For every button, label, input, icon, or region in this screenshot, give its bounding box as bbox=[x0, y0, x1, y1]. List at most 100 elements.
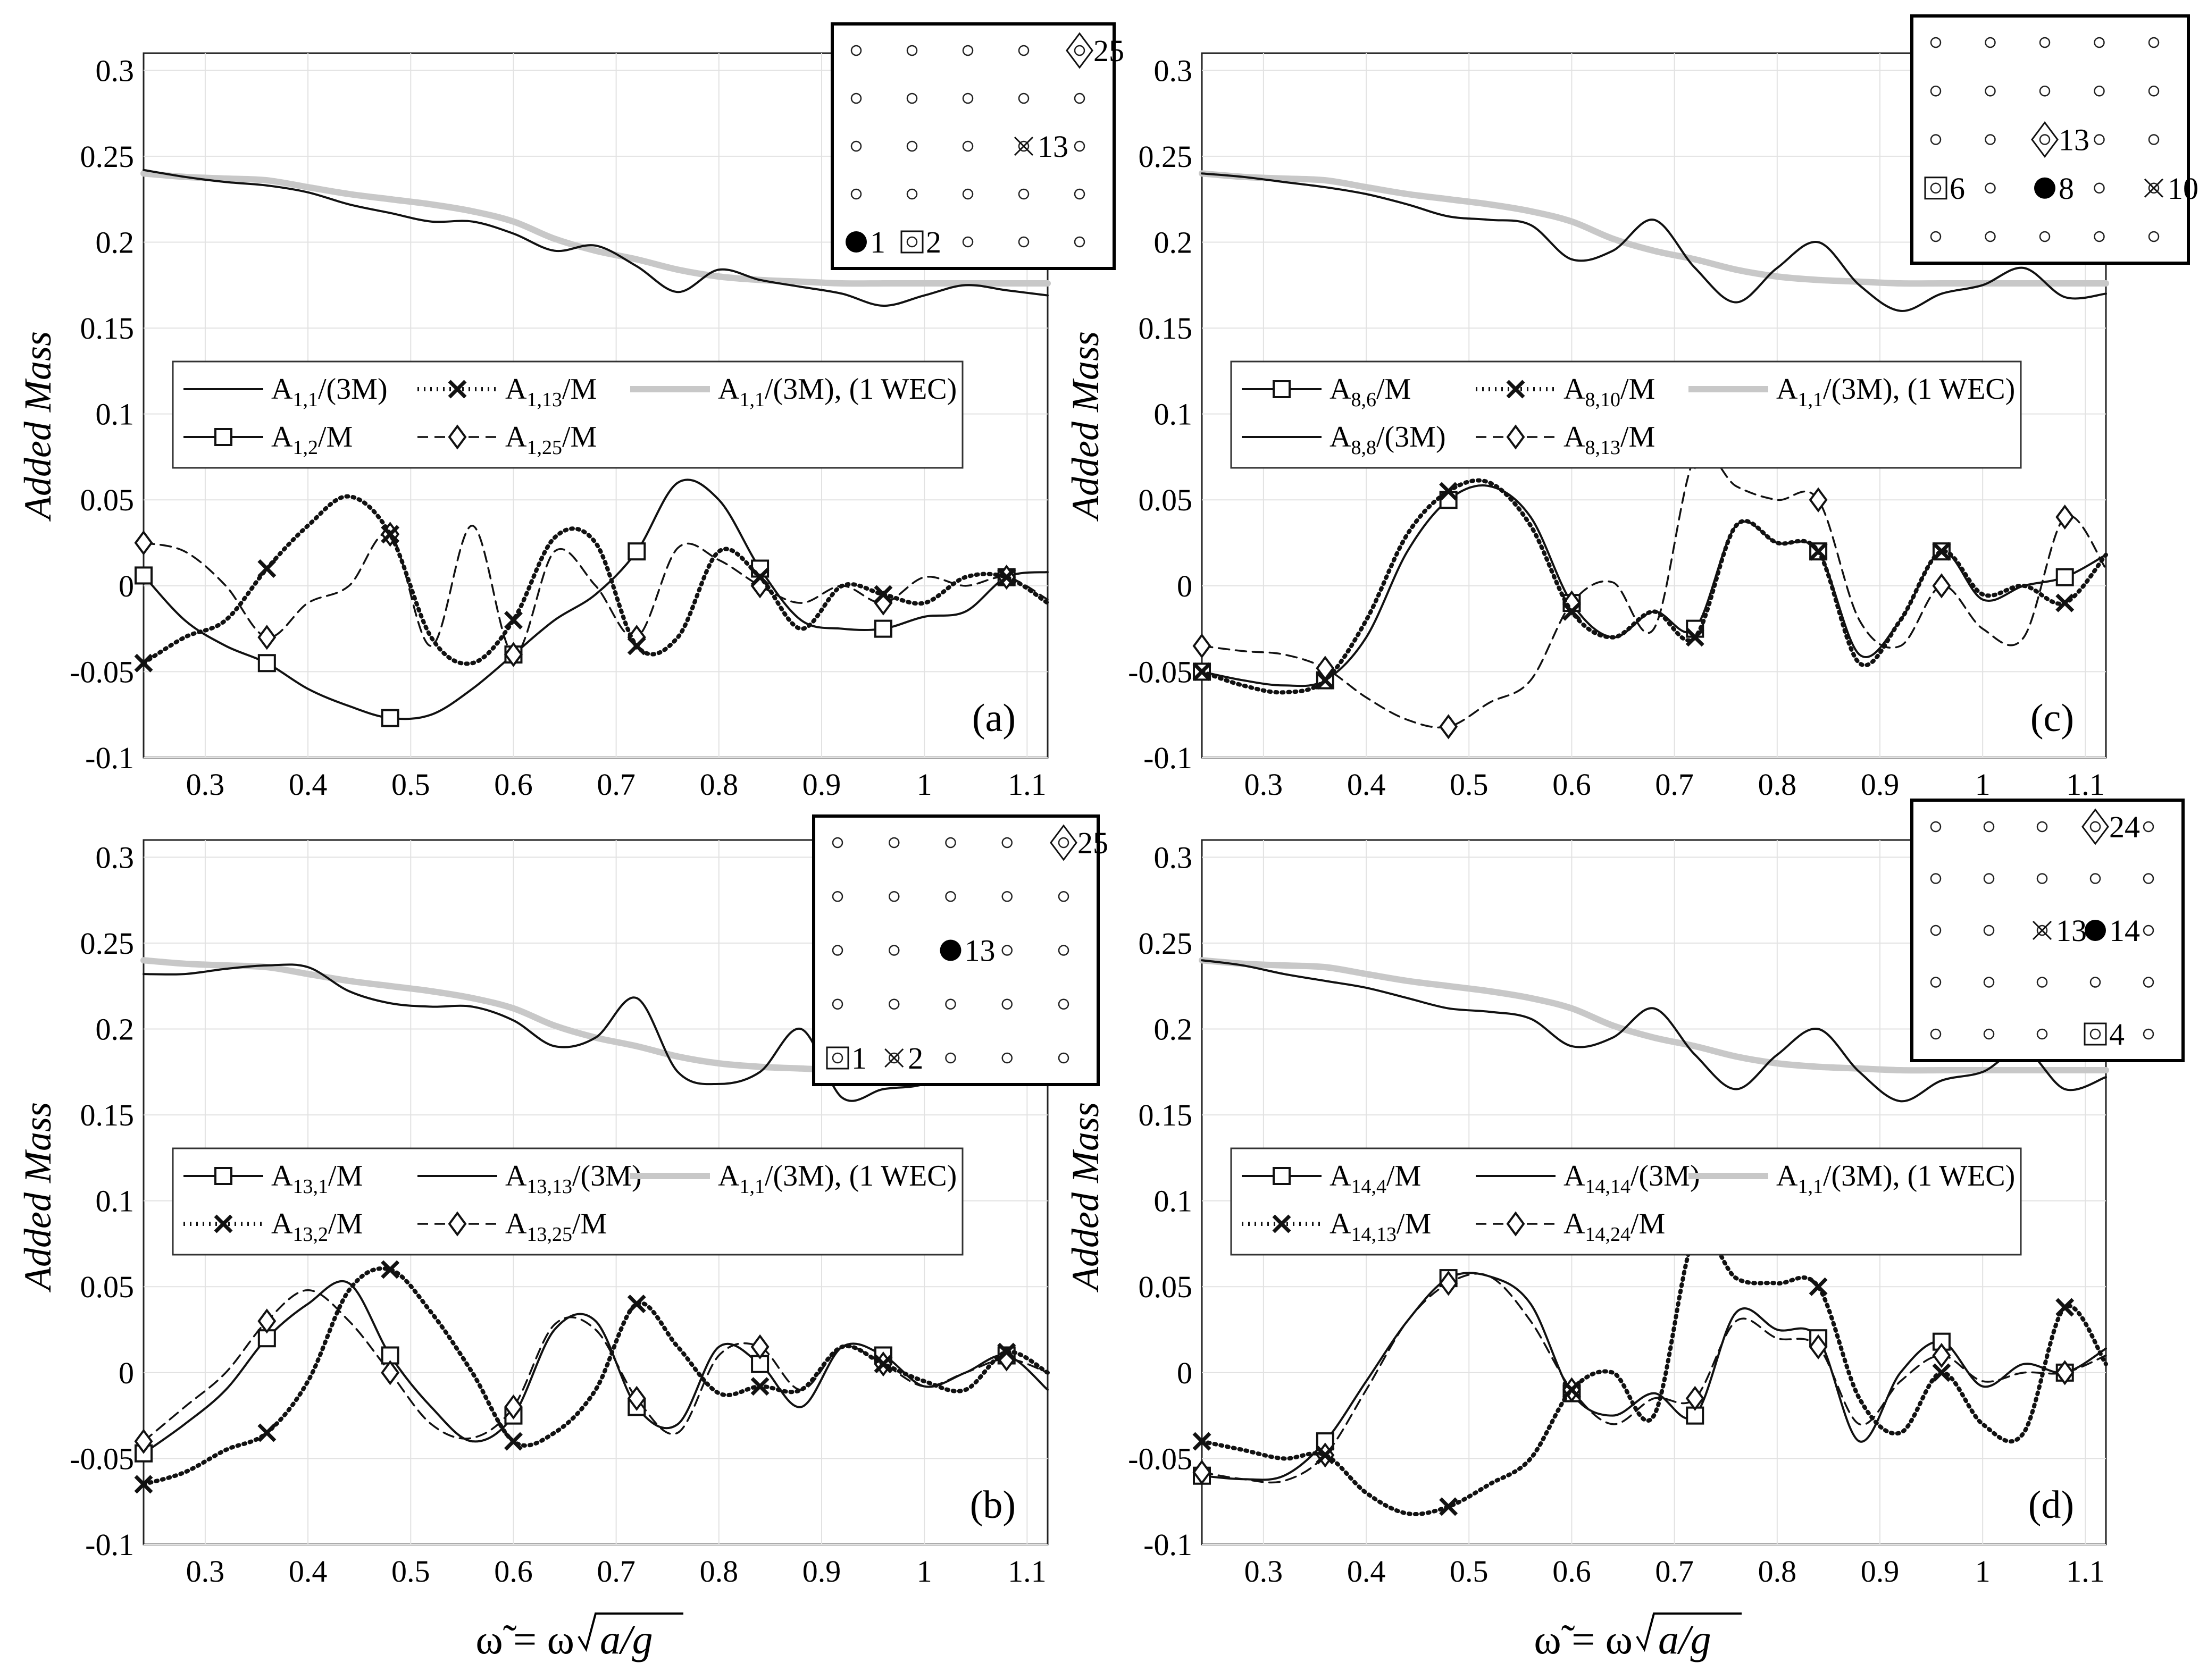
wec-device bbox=[1018, 236, 1030, 248]
wec-device bbox=[906, 45, 918, 56]
data-point bbox=[504, 1394, 523, 1420]
wec-device bbox=[1058, 837, 1069, 849]
data-point bbox=[1316, 1446, 1335, 1465]
y-tick-label: 0.15 bbox=[80, 311, 135, 346]
legend-label: A13,2/M bbox=[271, 1207, 363, 1246]
data-point bbox=[750, 1334, 770, 1359]
series-line bbox=[143, 1289, 1049, 1442]
data-point bbox=[874, 585, 893, 604]
wec-device bbox=[1001, 945, 1013, 956]
wec-device bbox=[2036, 977, 2048, 988]
y-tick-label: 0.2 bbox=[96, 1012, 135, 1046]
y-tick-label: 0.2 bbox=[1154, 1012, 1193, 1046]
y-tick-label: -0.05 bbox=[1128, 1441, 1192, 1476]
wec-device bbox=[962, 236, 974, 248]
legend-marker bbox=[448, 1211, 467, 1237]
sqrt-sign bbox=[1636, 1612, 1742, 1652]
legend-marker bbox=[1506, 380, 1525, 399]
series-line bbox=[1201, 172, 2107, 312]
data-point bbox=[134, 530, 153, 556]
inset-device-number: 2 bbox=[926, 225, 941, 259]
wec-device bbox=[2143, 821, 2154, 833]
data-point bbox=[1439, 482, 1458, 501]
legend-label: A13,13/(3M) bbox=[505, 1160, 642, 1198]
data-point bbox=[504, 610, 523, 629]
wec-device bbox=[2148, 86, 2160, 97]
wec-device bbox=[832, 945, 843, 956]
y-tick-label: 0.2 bbox=[96, 225, 135, 259]
wec-device bbox=[2089, 873, 2101, 884]
legend-entry: A1,1/(3M) bbox=[183, 373, 388, 411]
data-point bbox=[2055, 593, 2075, 612]
x-axis-label-text: ω̃ = ω bbox=[1534, 1616, 1633, 1662]
wec-device bbox=[1074, 140, 1085, 152]
y-axis-label-right-top: Added Mass bbox=[1064, 331, 1107, 522]
x-tick-label: 1.1 bbox=[1008, 1554, 1047, 1589]
data-point bbox=[257, 1423, 277, 1442]
legend-marker bbox=[214, 428, 232, 446]
wec-device bbox=[1018, 45, 1030, 56]
x-tick-label: 0.7 bbox=[597, 767, 636, 802]
wec-device bbox=[945, 998, 956, 1010]
y-tick-label: -0.1 bbox=[1143, 1527, 1192, 1562]
wec-device bbox=[2094, 86, 2105, 97]
x-tick-label: 0.8 bbox=[1758, 1554, 1797, 1589]
x-tick-label: 0.4 bbox=[289, 767, 328, 802]
data-point bbox=[381, 525, 400, 544]
wec-device bbox=[2094, 37, 2105, 48]
wec-device bbox=[1930, 231, 1942, 242]
y-tick-label: 0.3 bbox=[1154, 840, 1193, 875]
data-point bbox=[750, 1377, 770, 1396]
inset-device-number: 8 bbox=[2059, 171, 2074, 206]
wec-device bbox=[832, 1052, 843, 1064]
y-tick-label: 0.1 bbox=[96, 397, 135, 432]
y-tick-label: -0.1 bbox=[1143, 741, 1192, 775]
wec-device bbox=[1930, 182, 1942, 194]
legend-box bbox=[1230, 1147, 2022, 1256]
wec-device bbox=[889, 998, 900, 1010]
wec-device bbox=[1018, 188, 1030, 200]
y-tick-label: 0.1 bbox=[96, 1184, 135, 1219]
x-tick-label: 0.9 bbox=[802, 767, 841, 802]
inset-device-number: 1 bbox=[870, 225, 885, 259]
wec-x-marker bbox=[2144, 178, 2164, 198]
data-point bbox=[1439, 714, 1458, 740]
wec-device bbox=[2036, 1028, 2048, 1040]
wec-device bbox=[1985, 86, 1996, 97]
wec-device bbox=[1983, 925, 1995, 936]
x-tick-label: 0.4 bbox=[289, 1554, 328, 1589]
data-point bbox=[1685, 1385, 1704, 1411]
series-line bbox=[143, 169, 1049, 307]
y-tick-label: 0.25 bbox=[80, 926, 135, 961]
wec-x-marker bbox=[884, 1048, 904, 1068]
wec-device bbox=[2039, 37, 2051, 48]
x-tick-label: 1 bbox=[1975, 1554, 1991, 1589]
x-axis-label-text: ω̃ = ω bbox=[475, 1616, 574, 1662]
wec-device bbox=[1985, 231, 1996, 242]
wec-device bbox=[1985, 182, 1996, 194]
wec-device bbox=[962, 140, 974, 152]
wec-device bbox=[962, 45, 974, 56]
wec-device bbox=[1985, 134, 1996, 145]
series-line bbox=[141, 494, 1050, 666]
wec-device bbox=[1001, 837, 1013, 849]
wec-device bbox=[889, 837, 900, 849]
wec-square-marker bbox=[1924, 177, 1947, 200]
wec-device bbox=[1074, 45, 1085, 56]
y-tick-label: 0.1 bbox=[1154, 397, 1193, 432]
legend-label: A8,8/(3M) bbox=[1330, 421, 1446, 459]
data-point bbox=[1686, 1406, 1704, 1425]
wec-device bbox=[832, 998, 843, 1010]
data-point bbox=[1809, 542, 1828, 561]
y-tick-label: 0.1 bbox=[1154, 1184, 1193, 1219]
legend-label: A8,10/M bbox=[1563, 373, 1655, 411]
wec-device bbox=[1930, 925, 1942, 936]
data-point bbox=[504, 642, 523, 667]
wec-device bbox=[1001, 998, 1013, 1010]
series-line bbox=[143, 963, 1049, 1102]
data-point bbox=[134, 1475, 153, 1494]
data-point bbox=[135, 566, 153, 585]
data-point bbox=[2055, 504, 2075, 530]
wec-square-marker bbox=[2084, 1022, 2107, 1046]
x-tick-label: 0.6 bbox=[1552, 767, 1591, 802]
